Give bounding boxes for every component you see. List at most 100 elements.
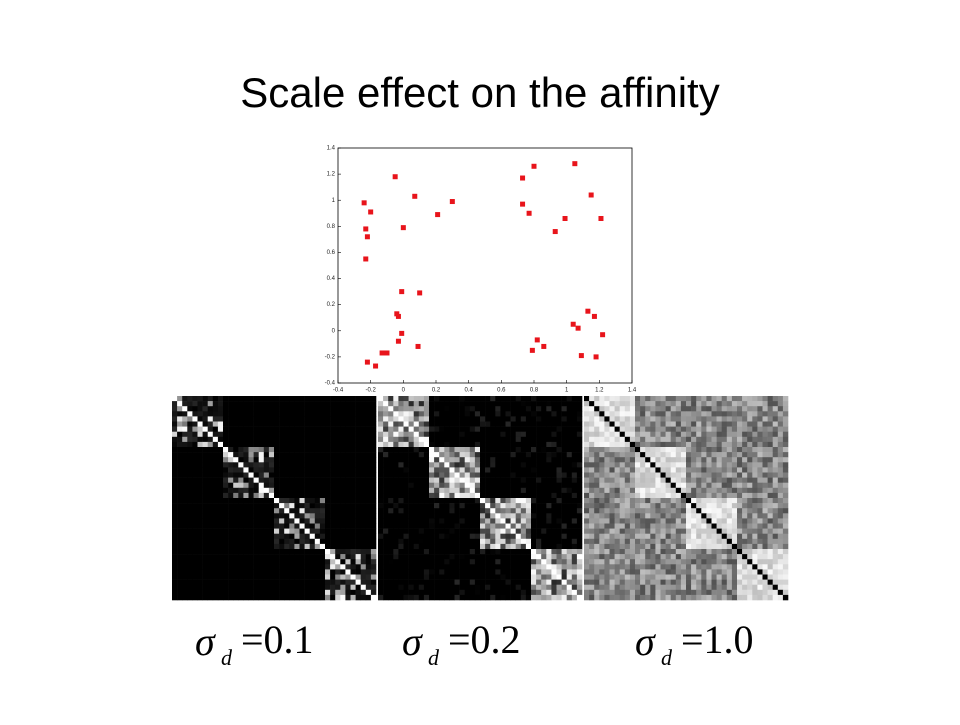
matrix-cell [335, 457, 341, 463]
matrix-cell [418, 441, 425, 448]
matrix-cell [434, 441, 440, 448]
matrix-cell [747, 533, 753, 540]
matrix-cell [413, 401, 420, 407]
matrix-cell [571, 431, 578, 438]
matrix-cell [444, 549, 450, 555]
matrix-cell [650, 523, 656, 529]
matrix-cell [393, 447, 399, 453]
matrix-cell [345, 436, 351, 443]
matrix-cell [737, 401, 743, 407]
matrix-cell [238, 482, 244, 489]
matrix-cell [408, 528, 414, 534]
matrix-cell [680, 431, 687, 438]
matrix-cell [624, 472, 631, 478]
matrix-cell [589, 436, 595, 443]
matrix-cell [388, 513, 394, 519]
matrix-cell [737, 584, 743, 591]
matrix-cell [253, 436, 259, 443]
matrix-cell [304, 579, 310, 585]
matrix-cell [469, 431, 476, 438]
matrix-cell [408, 472, 414, 478]
matrix-cell [274, 401, 280, 407]
matrix-cell [675, 574, 682, 580]
matrix-cell [197, 589, 203, 596]
matrix-cell [309, 569, 316, 575]
matrix-cell [454, 396, 460, 402]
matrix-cell [571, 518, 578, 524]
matrix-cell [505, 421, 511, 427]
matrix-cell [383, 457, 389, 463]
matrix-cell [350, 487, 356, 494]
matrix-cell [701, 518, 707, 524]
matrix-cell [370, 538, 377, 545]
matrix-cell [192, 441, 198, 448]
matrix-cell [566, 584, 573, 591]
matrix-cell [423, 401, 430, 407]
matrix-cell [233, 559, 239, 565]
matrix-cell [350, 508, 356, 514]
matrix-cell [747, 549, 753, 555]
matrix-cell [670, 538, 677, 545]
matrix-cell [510, 426, 516, 432]
matrix-cell [525, 523, 532, 529]
matrix-cell [202, 508, 208, 514]
matrix-cell [187, 549, 193, 555]
matrix-cell [520, 513, 527, 519]
matrix-cell [706, 528, 712, 534]
matrix-cell [403, 574, 409, 580]
matrix-cell [584, 584, 590, 591]
matrix-cell [217, 508, 224, 514]
matrix-cell [571, 564, 578, 570]
matrix-cell [212, 462, 219, 468]
matrix-cell [398, 452, 404, 458]
matrix-cell [197, 523, 203, 529]
matrix-cell [284, 518, 290, 524]
matrix-cell [551, 594, 557, 601]
matrix-cell [546, 401, 552, 407]
matrix-cell [182, 467, 188, 473]
matrix-cell [696, 503, 702, 509]
matrix-cell [485, 406, 491, 412]
matrix-cell [439, 421, 445, 427]
matrix-cell [309, 426, 316, 432]
matrix-cell [314, 559, 321, 565]
matrix-cell [561, 584, 567, 591]
matrix-cell [777, 472, 784, 478]
matrix-cell [500, 441, 506, 448]
matrix-cell [609, 487, 615, 494]
matrix-cell [584, 554, 590, 560]
matrix-cell [742, 462, 748, 468]
matrix-cell [449, 523, 455, 529]
matrix-cell [258, 477, 265, 483]
matrix-cell [721, 396, 728, 402]
matrix-cell [243, 487, 249, 494]
matrix-cell [645, 549, 651, 555]
matrix-cell [680, 559, 687, 565]
matrix-cell [480, 477, 486, 483]
matrix-cell [767, 492, 773, 499]
matrix-cell [172, 447, 178, 453]
matrix-cell [777, 528, 784, 534]
matrix-cell [279, 406, 285, 412]
matrix-cell [418, 579, 425, 585]
matrix-cell [650, 411, 656, 417]
matrix-cell [551, 462, 557, 468]
matrix-cell [721, 559, 728, 565]
matrix-cell [207, 579, 214, 585]
matrix-cell [197, 452, 203, 458]
matrix-cell [434, 559, 440, 565]
matrix-cell [650, 441, 656, 448]
matrix-cell [365, 498, 372, 504]
matrix-cell [474, 431, 481, 438]
matrix-cell [500, 503, 506, 509]
matrix-cell [233, 406, 239, 412]
matrix-cell [268, 533, 275, 540]
matrix-cell [365, 513, 372, 519]
matrix-cell [670, 564, 677, 570]
matrix-cell [576, 503, 583, 509]
matrix-cell [546, 421, 552, 427]
matrix-cell [696, 436, 702, 443]
matrix-cell [490, 518, 496, 524]
matrix-cell [510, 447, 516, 453]
matrix-cell [335, 543, 341, 550]
